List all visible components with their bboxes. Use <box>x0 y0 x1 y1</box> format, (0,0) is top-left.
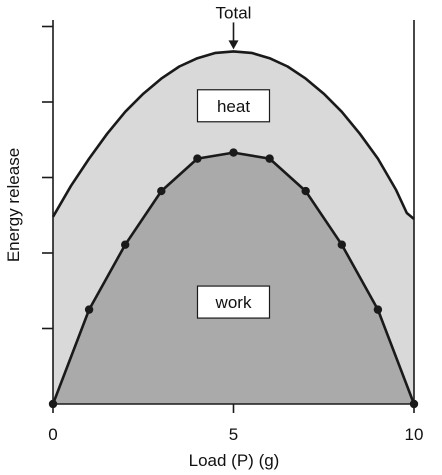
data-point-work-4 <box>193 154 202 163</box>
x-tick-label-0: 0 <box>48 425 57 444</box>
annotation-work: work <box>215 293 252 312</box>
annotations: Total heat work <box>196 3 271 319</box>
x-tick-label-1: 5 <box>229 425 238 444</box>
data-point-work-6 <box>265 154 274 163</box>
data-point-work-0 <box>48 399 58 409</box>
data-point-work-9 <box>373 305 383 314</box>
data-point-work-2 <box>121 240 130 249</box>
data-point-work-8 <box>337 240 346 249</box>
data-point-work-3 <box>157 186 166 196</box>
annotation-box-work <box>196 285 271 319</box>
series-line-total <box>51 50 415 220</box>
area-fill-work <box>53 152 414 404</box>
y-axis-label: Energy release <box>4 148 23 262</box>
annotation-total: Total <box>216 3 252 22</box>
area-fills <box>53 51 414 405</box>
x-axis-label: Load (P) (g) <box>189 451 280 470</box>
series-markers <box>48 148 419 409</box>
data-point-work-7 <box>301 186 310 196</box>
data-point-work-5 <box>229 148 238 157</box>
annotation-arrow-head-total <box>228 40 239 50</box>
annotation-box-heat <box>196 89 271 123</box>
x-tick-label-2: 10 <box>405 425 424 444</box>
annotation-heat: heat <box>217 97 250 116</box>
data-point-work-1 <box>84 305 94 314</box>
axes: 0 5 10 <box>42 20 423 444</box>
data-point-work-10 <box>409 399 419 409</box>
